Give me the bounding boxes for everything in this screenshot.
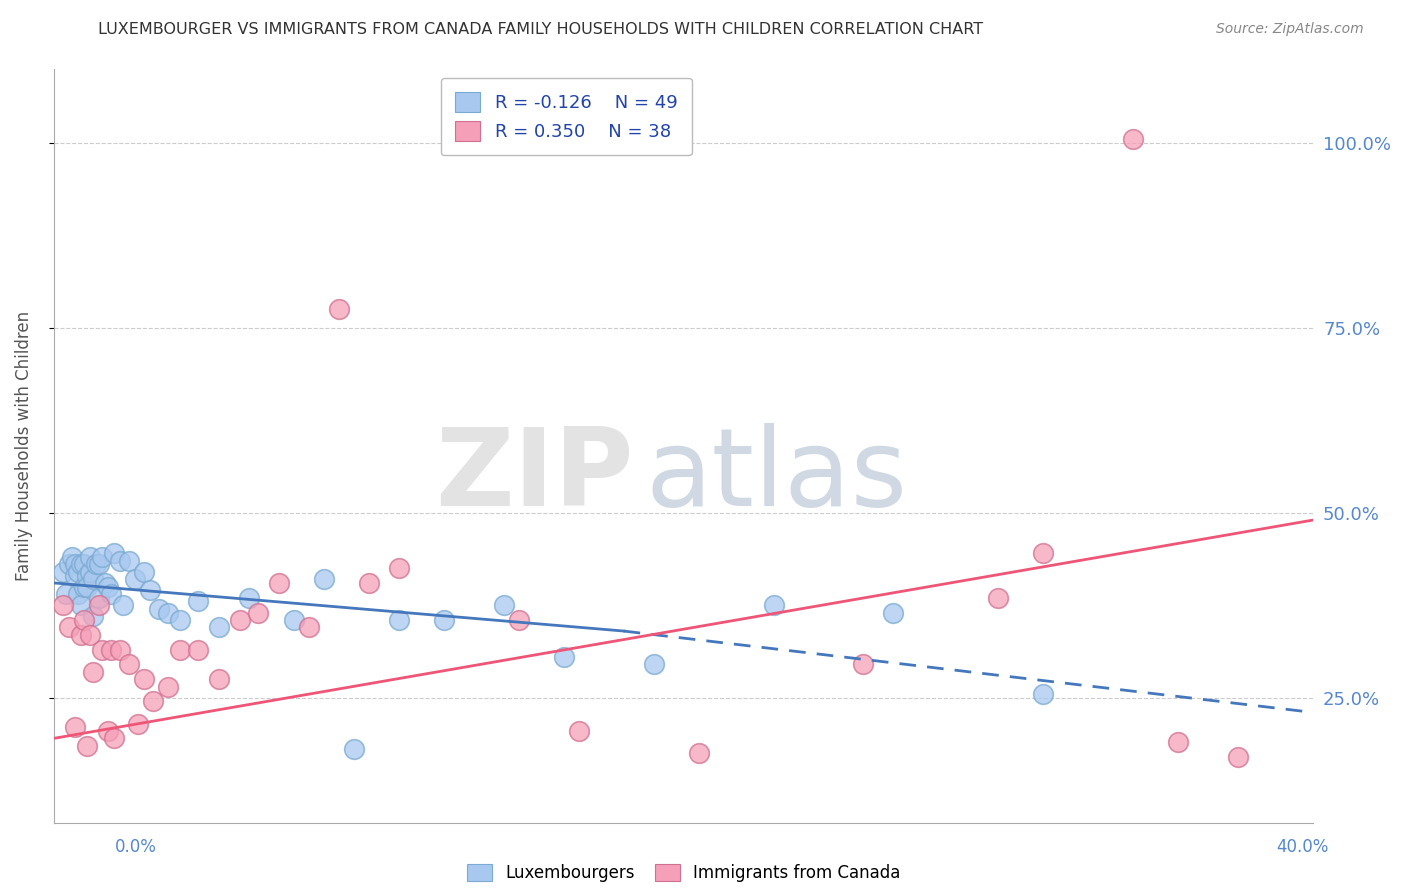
Point: [87, 598, 110, 612]
Point: [187, 594, 209, 608]
Point: [82, 609, 104, 624]
Point: [388, 561, 411, 575]
Point: [63, 720, 86, 734]
Point: [63, 558, 86, 572]
Point: [63, 568, 86, 582]
Point: [118, 554, 141, 568]
Text: Source: ZipAtlas.com: Source: ZipAtlas.com: [1216, 22, 1364, 37]
Point: [169, 613, 191, 627]
Legend: R = -0.126    N = 49, R = 0.350    N = 38: R = -0.126 N = 49, R = 0.350 N = 38: [440, 78, 692, 155]
Point: [1032, 687, 1054, 701]
Point: [1227, 750, 1250, 764]
Point: [433, 613, 456, 627]
Point: [66, 587, 89, 601]
Point: [69, 598, 91, 612]
Point: [328, 301, 350, 316]
Point: [142, 694, 165, 708]
Point: [84, 558, 107, 572]
Point: [55, 587, 77, 601]
Point: [97, 580, 120, 594]
Point: [100, 642, 122, 657]
Point: [118, 657, 141, 672]
Point: [132, 565, 155, 579]
Point: [688, 746, 710, 760]
Text: 40.0%: 40.0%: [1277, 838, 1329, 855]
Point: [97, 723, 120, 738]
Point: [139, 583, 162, 598]
Point: [643, 657, 665, 672]
Point: [169, 642, 191, 657]
Point: [987, 591, 1010, 605]
Point: [156, 680, 179, 694]
Point: [94, 576, 117, 591]
Point: [76, 739, 98, 753]
Point: [82, 665, 104, 679]
Point: [246, 606, 269, 620]
Point: [79, 549, 101, 564]
Point: [283, 613, 305, 627]
Point: [60, 549, 83, 564]
Point: [508, 613, 530, 627]
Point: [52, 598, 75, 612]
Point: [156, 606, 179, 620]
Point: [1122, 132, 1144, 146]
Point: [568, 723, 591, 738]
Point: [238, 591, 260, 605]
Point: [82, 572, 104, 586]
Text: atlas: atlas: [645, 423, 908, 529]
Point: [103, 731, 125, 746]
Point: [148, 602, 170, 616]
Text: LUXEMBOURGER VS IMMIGRANTS FROM CANADA FAMILY HOUSEHOLDS WITH CHILDREN CORRELATI: LUXEMBOURGER VS IMMIGRANTS FROM CANADA F…: [98, 22, 984, 37]
Point: [73, 558, 96, 572]
Point: [312, 572, 335, 586]
Point: [52, 565, 75, 579]
Point: [1032, 546, 1054, 560]
Point: [343, 742, 366, 756]
Text: ZIP: ZIP: [434, 423, 633, 529]
Point: [103, 546, 125, 560]
Point: [267, 576, 290, 591]
Point: [208, 620, 231, 634]
Y-axis label: Family Households with Children: Family Households with Children: [15, 311, 32, 581]
Point: [208, 672, 231, 686]
Point: [298, 620, 321, 634]
Point: [187, 642, 209, 657]
Point: [87, 558, 110, 572]
Point: [100, 587, 122, 601]
Point: [127, 716, 149, 731]
Point: [79, 628, 101, 642]
Point: [124, 572, 146, 586]
Point: [111, 598, 134, 612]
Point: [73, 580, 96, 594]
Point: [229, 613, 252, 627]
Point: [76, 580, 98, 594]
Point: [69, 558, 91, 572]
Point: [66, 565, 89, 579]
Text: 0.0%: 0.0%: [115, 838, 157, 855]
Point: [357, 576, 380, 591]
Point: [73, 613, 96, 627]
Point: [1167, 735, 1189, 749]
Point: [69, 628, 91, 642]
Point: [90, 549, 112, 564]
Point: [108, 642, 131, 657]
Point: [76, 568, 98, 582]
Point: [58, 558, 80, 572]
Point: [553, 649, 575, 664]
Point: [87, 591, 110, 605]
Point: [852, 657, 875, 672]
Point: [90, 642, 112, 657]
Point: [108, 554, 131, 568]
Point: [762, 598, 785, 612]
Point: [882, 606, 904, 620]
Point: [132, 672, 155, 686]
Point: [79, 565, 101, 579]
Point: [58, 620, 80, 634]
Point: [492, 598, 515, 612]
Point: [388, 613, 411, 627]
